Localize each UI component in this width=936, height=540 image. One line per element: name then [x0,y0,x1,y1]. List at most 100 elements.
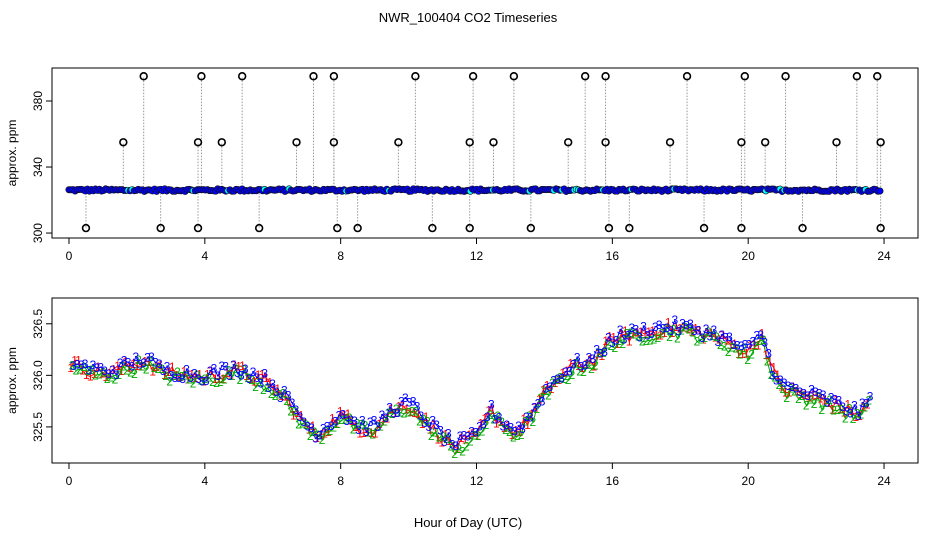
series-3-marker: 3 [734,339,741,353]
series-3-marker: 3 [343,414,350,428]
series-1-marker: 1 [708,326,715,340]
series-3-marker: 3 [218,359,225,373]
series-1-marker: 1 [497,414,504,428]
series-1-marker: 1 [212,372,219,386]
series-3-marker: 3 [632,322,639,336]
series-1-marker: 1 [282,389,289,403]
series-3-marker: 3 [410,395,417,409]
series-2-marker: 2 [354,416,361,430]
series-1-marker: 1 [391,406,398,420]
outlier-point [876,223,885,233]
top-dense-points [65,185,884,195]
series-3-marker: 3 [769,368,776,382]
series-2-marker: 2 [84,364,91,378]
series-2-marker: 2 [783,391,790,405]
series-3-marker: 3 [74,358,81,372]
series-2-marker: 2 [608,339,615,353]
outlier-point [465,138,474,147]
series-1-marker: 1 [384,411,391,425]
series-2-marker: 2 [483,418,490,432]
series-3-marker: 3 [593,343,600,357]
series-3-marker: 3 [785,379,792,393]
series-3-marker: 3 [375,420,382,434]
outlier-point [699,223,709,233]
outlier-point [394,138,403,147]
series-2-marker: 2 [287,405,294,419]
series-3-marker: 3 [496,411,503,425]
series-3-marker: 3 [820,388,827,402]
series-3-marker: 3 [777,373,784,387]
series-1-marker: 1 [325,425,332,439]
series-2-marker: 2 [166,374,173,388]
series-1-marker: 1 [587,353,594,367]
series-1-marker: 1 [333,417,340,431]
series-1-marker: 1 [208,364,215,378]
series-2-marker: 2 [592,358,599,372]
series-3-marker: 3 [304,420,311,434]
series-1-marker: 1 [669,326,676,340]
series-1-marker: 1 [626,335,633,349]
series-3-marker: 3 [230,358,237,372]
x-tick-label: 0 [66,249,73,263]
series-2-marker: 2 [233,362,240,376]
series-2-marker: 2 [405,406,412,420]
x-tick-label: 4 [201,249,208,263]
series-1-marker: 1 [321,426,328,440]
series-3-marker: 3 [371,413,378,427]
x-tick-label: 8 [337,474,344,488]
series-2-marker: 2 [260,383,267,397]
series-3-marker: 3 [429,413,436,427]
series-3-marker: 3 [671,313,678,327]
series-2-marker: 2 [455,442,462,456]
series-2-marker: 2 [338,413,345,427]
series-3-marker: 3 [289,396,296,410]
outlier-point [237,72,247,81]
series-1-marker: 1 [766,355,773,369]
series-2-marker: 2 [139,360,146,374]
top-panel-frame [51,67,919,239]
series-2-marker: 2 [615,334,622,348]
series-1-marker: 1 [75,353,82,367]
bottom-panel: 1111111111111111111111111111111111111111… [5,297,919,488]
series-1-marker: 1 [598,349,605,363]
series-2-marker: 2 [686,323,693,337]
series-2-marker: 2 [444,432,451,446]
series-3-marker: 3 [238,369,245,383]
series-1-marker: 1 [454,441,461,455]
series-1-marker: 1 [446,434,453,448]
series-1-marker: 1 [829,403,836,417]
series-3-marker: 3 [679,316,686,330]
series-1-marker: 1 [548,382,555,396]
bottom-series-markers: 1111111111111111111111111111111111111111… [67,313,873,461]
series-2-marker: 2 [272,389,279,403]
outlier-point [119,138,128,147]
series-2-marker: 2 [651,332,658,346]
series-1-marker: 1 [544,379,551,393]
x-tick-label: 20 [742,249,756,263]
series-2-marker: 2 [201,372,208,386]
outlier-point [798,223,807,233]
series-3-marker: 3 [285,389,292,403]
series-2-marker: 2 [182,368,189,382]
series-2-marker: 2 [205,370,212,384]
series-3-marker: 3 [609,336,616,350]
series-3-marker: 3 [859,396,866,410]
series-1-marker: 1 [845,398,852,412]
series-2-marker: 2 [549,376,556,390]
series-2-marker: 2 [678,324,685,338]
x-tick-label: 0 [66,474,73,488]
series-3-marker: 3 [730,338,737,352]
series-2-marker: 2 [619,337,626,351]
series-2-marker: 2 [451,447,458,461]
x-tick-label: 4 [201,474,208,488]
series-1-marker: 1 [813,388,820,402]
series-3-marker: 3 [562,365,569,379]
series-1-marker: 1 [364,425,371,439]
series-1-marker: 1 [782,385,789,399]
series-2-marker: 2 [393,402,400,416]
outlier-point [852,72,862,81]
series-1-marker: 1 [145,355,152,369]
series-2-marker: 2 [432,425,439,439]
series-1-marker: 1 [794,384,801,398]
series-3-marker: 3 [261,367,268,381]
